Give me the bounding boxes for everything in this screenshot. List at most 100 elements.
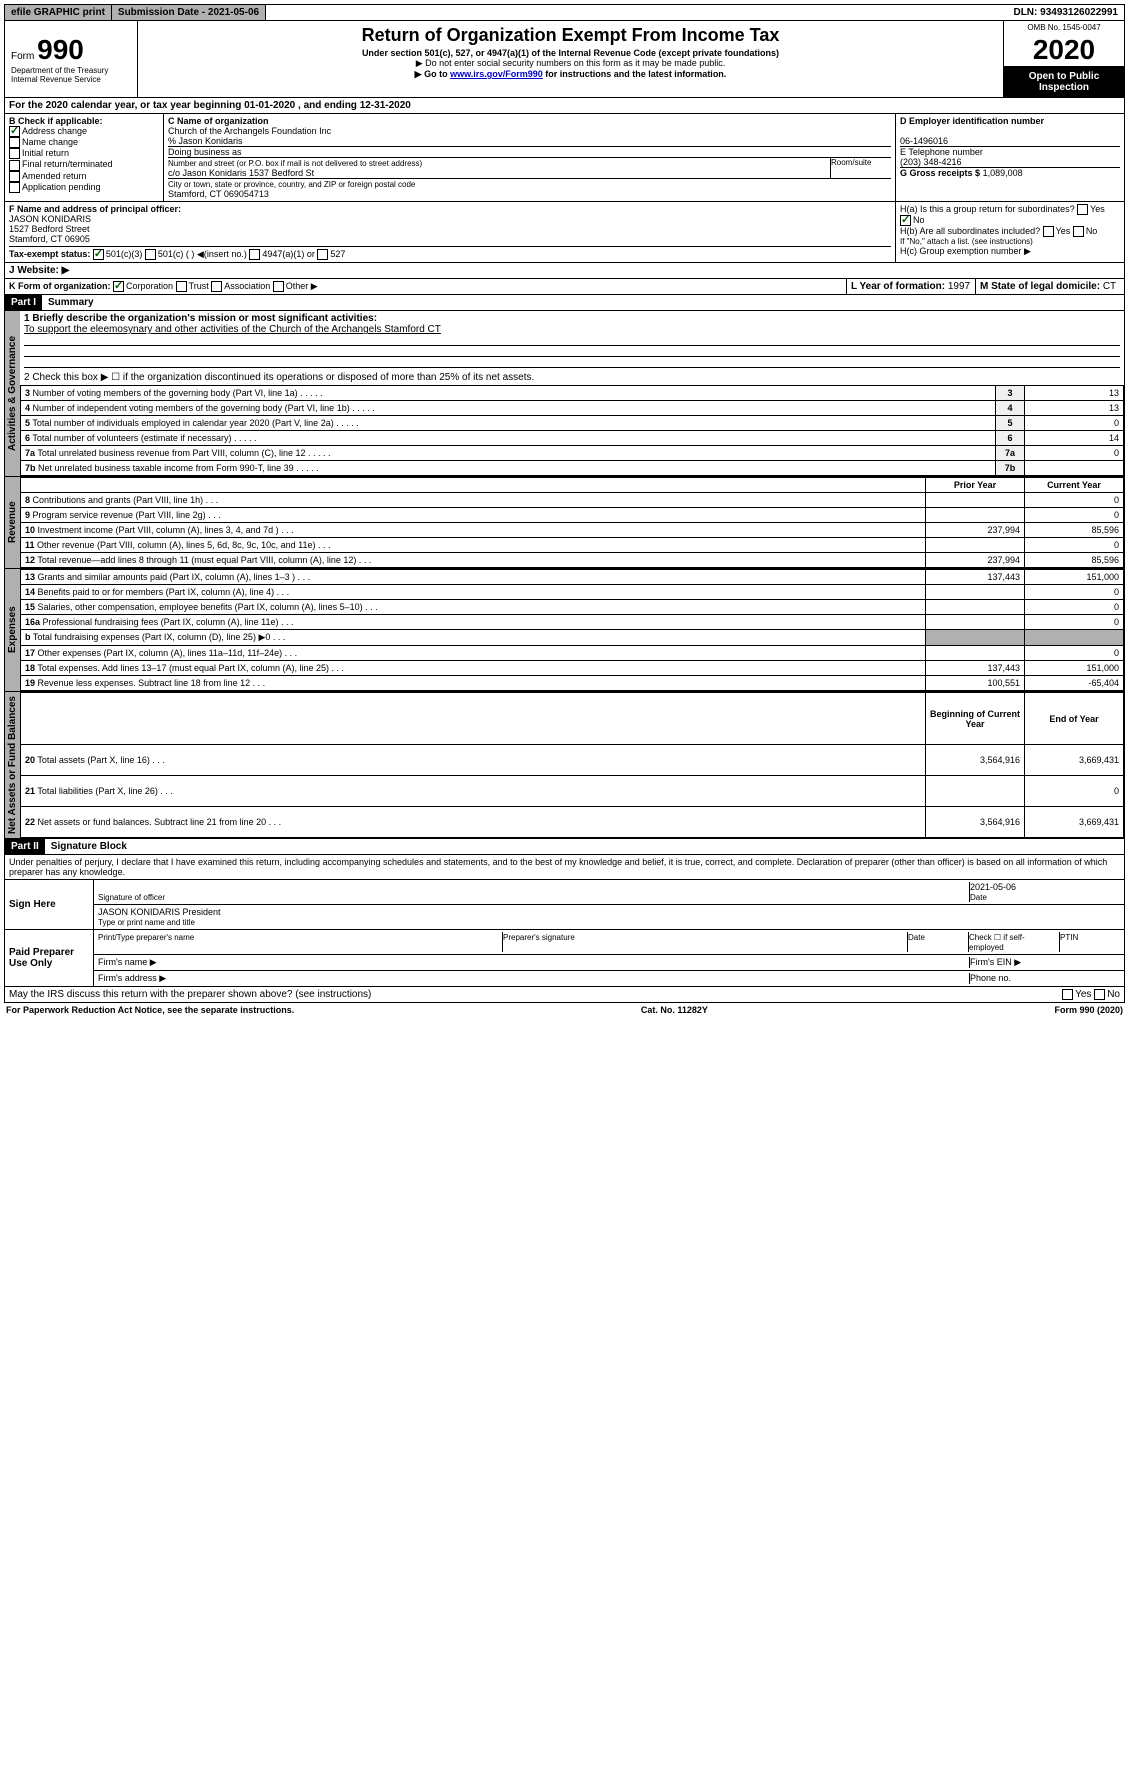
footer: For Paperwork Reduction Act Notice, see … bbox=[4, 1003, 1125, 1017]
paid-h1: Print/Type preparer's name bbox=[98, 933, 194, 942]
cb-501c3[interactable] bbox=[93, 249, 104, 260]
paid-preparer-lbl: Paid Preparer Use Only bbox=[5, 930, 94, 986]
room-lbl: Room/suite bbox=[830, 158, 891, 178]
sig-date: 2021-05-06 bbox=[970, 882, 1016, 892]
cb-trust[interactable] bbox=[176, 281, 187, 292]
open-public: Open to Public Inspection bbox=[1004, 67, 1124, 97]
e-val: (203) 348-4216 bbox=[900, 157, 962, 167]
city-lbl: City or town, state or province, country… bbox=[168, 180, 415, 189]
vlabel-revenue: Revenue bbox=[5, 477, 20, 568]
discuss-row: May the IRS discuss this return with the… bbox=[4, 987, 1125, 1003]
f-name: JASON KONIDARIS bbox=[9, 214, 91, 224]
line2: 2 Check this box ▶ ☐ if the organization… bbox=[20, 370, 1124, 385]
cb-corp[interactable] bbox=[113, 281, 124, 292]
cb-ha-no[interactable] bbox=[900, 215, 911, 226]
dba-lbl: Doing business as bbox=[168, 147, 242, 157]
f-addr2: Stamford, CT 06905 bbox=[9, 234, 90, 244]
cb-assoc[interactable] bbox=[211, 281, 222, 292]
paid-h2: Preparer's signature bbox=[503, 933, 575, 942]
line-klm: K Form of organization: Corporation Trus… bbox=[4, 279, 1125, 295]
sig-date-lbl: Date bbox=[970, 893, 987, 902]
part2-header: Part II Signature Block bbox=[4, 839, 1125, 855]
sig-name-lbl: Type or print name and title bbox=[98, 918, 195, 927]
m-lbl: M State of legal domicile: bbox=[980, 281, 1100, 292]
sign-here-lbl: Sign Here bbox=[5, 880, 94, 929]
cb-discuss-yes[interactable] bbox=[1062, 989, 1073, 1000]
d-lbl: D Employer identification number bbox=[900, 116, 1044, 126]
f-lbl: F Name and address of principal officer: bbox=[9, 204, 181, 214]
line-a: For the 2020 calendar year, or tax year … bbox=[4, 98, 1125, 114]
c-name: Church of the Archangels Foundation Inc bbox=[168, 126, 331, 136]
bal-table: Beginning of Current YearEnd of Year20 T… bbox=[20, 692, 1124, 838]
firm-name: Firm's name ▶ bbox=[98, 957, 970, 968]
section-bcdefgh: B Check if applicable: Address change Na… bbox=[4, 114, 1125, 202]
subtitle-1: Under section 501(c), 527, or 4947(a)(1)… bbox=[140, 48, 1001, 58]
paid-h5: PTIN bbox=[1060, 933, 1078, 942]
cb-527[interactable] bbox=[317, 249, 328, 260]
k-lbl: K Form of organization: bbox=[9, 281, 111, 291]
form-header: Form 990 Department of the Treasury Inte… bbox=[4, 21, 1125, 98]
footer-right: Form 990 (2020) bbox=[1054, 1005, 1123, 1015]
part2-badge: Part II bbox=[5, 839, 45, 854]
cb-discuss-no[interactable] bbox=[1094, 989, 1105, 1000]
vlabel-expenses: Expenses bbox=[5, 569, 20, 691]
subtitle-2: ▶ Do not enter social security numbers o… bbox=[140, 58, 1001, 69]
exp-table: 13 Grants and similar amounts paid (Part… bbox=[20, 569, 1124, 691]
d-val: 06-1496016 bbox=[900, 136, 948, 146]
b-title: B Check if applicable: bbox=[9, 116, 103, 126]
sign-here-block: Sign Here Signature of officer 2021-05-06… bbox=[4, 880, 1125, 987]
cb-amended[interactable] bbox=[9, 171, 20, 182]
addr-lbl: Number and street (or P.O. box if mail i… bbox=[168, 159, 422, 168]
mission-text: To support the eleemosynary and other ac… bbox=[24, 324, 441, 335]
footer-left: For Paperwork Reduction Act Notice, see … bbox=[6, 1005, 294, 1015]
firm-phone: Phone no. bbox=[970, 973, 1120, 984]
form-number: 990 bbox=[37, 34, 84, 65]
cb-other[interactable] bbox=[273, 281, 284, 292]
paid-h4: Check ☐ if self-employed bbox=[969, 933, 1025, 952]
gov-table: 3 Number of voting members of the govern… bbox=[20, 385, 1124, 476]
hc: H(c) Group exemption number ▶ bbox=[900, 246, 1120, 257]
e-lbl: E Telephone number bbox=[900, 147, 983, 157]
cb-final-return[interactable] bbox=[9, 160, 20, 171]
g-lbl: G Gross receipts $ bbox=[900, 168, 980, 178]
cb-app-pending[interactable] bbox=[9, 182, 20, 193]
firm-ein: Firm's EIN ▶ bbox=[970, 957, 1120, 968]
c-city: Stamford, CT 069054713 bbox=[168, 189, 269, 199]
cb-address-change[interactable] bbox=[9, 126, 20, 137]
cb-4947[interactable] bbox=[249, 249, 260, 260]
cb-501c[interactable] bbox=[145, 249, 156, 260]
c-name-lbl: C Name of organization bbox=[168, 116, 269, 126]
hb-note: If "No," attach a list. (see instruction… bbox=[900, 237, 1120, 246]
paid-h3: Date bbox=[908, 933, 925, 942]
dln: DLN: 93493126022991 bbox=[1007, 5, 1124, 20]
discuss-text: May the IRS discuss this return with the… bbox=[5, 987, 1058, 1002]
cb-ha-yes[interactable] bbox=[1077, 204, 1088, 215]
hb: H(b) Are all subordinates included? Yes … bbox=[900, 226, 1120, 237]
efile-print[interactable]: efile GRAPHIC print bbox=[5, 5, 112, 20]
form-label: Form bbox=[11, 51, 34, 62]
cb-hb-no[interactable] bbox=[1073, 226, 1084, 237]
c-careof: % Jason Konidaris bbox=[168, 136, 243, 146]
submission-date: Submission Date - 2021-05-06 bbox=[112, 5, 266, 20]
topbar: efile GRAPHIC print Submission Date - 20… bbox=[4, 4, 1125, 21]
cb-initial-return[interactable] bbox=[9, 148, 20, 159]
sig-name: JASON KONIDARIS President bbox=[98, 907, 221, 917]
cb-name-change[interactable] bbox=[9, 137, 20, 148]
l-val: 1997 bbox=[948, 281, 970, 292]
ha: H(a) Is this a group return for subordin… bbox=[900, 204, 1120, 226]
subtitle-3: ▶ Go to www.irs.gov/Form990 for instruct… bbox=[140, 69, 1001, 80]
line-j: J Website: ▶ bbox=[4, 263, 1125, 279]
irs-link[interactable]: www.irs.gov/Form990 bbox=[450, 69, 543, 79]
cb-hb-yes[interactable] bbox=[1043, 226, 1054, 237]
vlabel-activities: Activities & Governance bbox=[5, 311, 20, 476]
line1-lbl: 1 Briefly describe the organization's mi… bbox=[24, 313, 377, 324]
perjury: Under penalties of perjury, I declare th… bbox=[4, 855, 1125, 880]
section-fhi: F Name and address of principal officer:… bbox=[4, 202, 1125, 263]
part2-title: Signature Block bbox=[45, 839, 133, 854]
sig-officer-lbl: Signature of officer bbox=[98, 893, 165, 902]
rev-table: Prior YearCurrent Year8 Contributions an… bbox=[20, 477, 1124, 568]
footer-mid: Cat. No. 11282Y bbox=[641, 1005, 708, 1015]
dept: Department of the Treasury Internal Reve… bbox=[11, 66, 131, 84]
omb: OMB No. 1545-0047 bbox=[1004, 21, 1124, 34]
tax-year: 2020 bbox=[1004, 34, 1124, 67]
